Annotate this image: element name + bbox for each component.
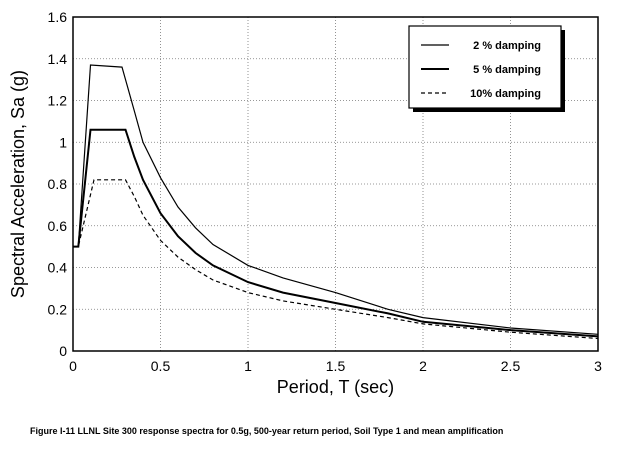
x-tick-label: 1.5 [326,358,346,374]
legend-box [408,25,562,109]
legend: 2 % damping 5 % damping 10% damping [408,25,565,112]
y-tick-label: 0 [59,343,67,359]
x-axis-title: Period, T (sec) [277,377,394,397]
x-tick-label: 0.5 [151,358,171,374]
y-tick-label: 1.2 [48,93,68,109]
y-tick-label: 1 [59,134,67,150]
y-tick-label: 1.6 [48,9,68,25]
x-tick-label: 3 [594,358,602,374]
x-tick-label: 1 [244,358,252,374]
y-tick-label: 1.4 [48,51,68,67]
x-tick-label: 0 [69,358,77,374]
x-tick-labels: 0 0.5 1 1.5 2 2.5 3 [69,358,602,374]
figure-caption: Figure I-11 LLNL Site 300 response spect… [30,426,504,436]
legend-label: 2 % damping [473,40,541,52]
y-axis-title: Spectral Acceleration, Sa (g) [8,70,28,298]
response-spectra-chart: 0 0.5 1 1.5 2 2.5 3 0 0.2 0.4 0.6 0.8 1 1.2 1.4 1.6 Pe… [8,9,602,397]
y-tick-label: 0.2 [48,301,68,317]
series-line [73,179,599,340]
y-tick-labels: 0 0.2 0.4 0.6 0.8 1 1.2 1.4 1.6 [48,9,68,359]
legend-label: 5 % damping [473,64,541,76]
x-tick-label: 2 [419,358,427,374]
legend-label: 10% damping [470,88,541,100]
x-tick-label: 2.5 [501,358,521,374]
y-tick-label: 0.4 [48,260,68,276]
plot-frame [72,16,599,352]
series-lines [73,64,599,340]
series-line [73,64,599,335]
y-tick-label: 0.6 [48,218,68,234]
y-tick-label: 0.8 [48,176,68,192]
series-line [73,128,599,338]
